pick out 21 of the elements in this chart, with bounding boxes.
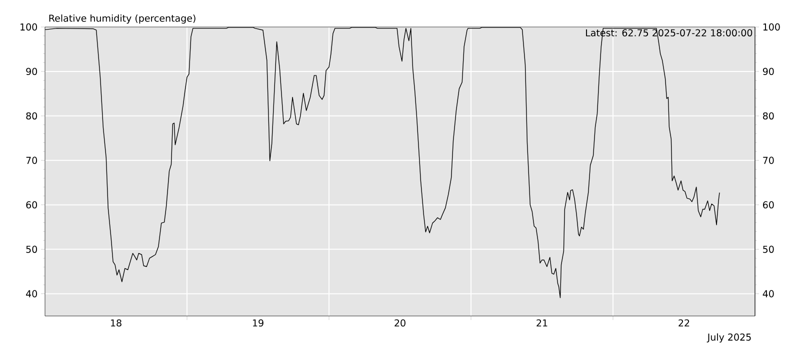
x-tick-label: 20 (394, 319, 406, 327)
x-tick-label: 22 (678, 319, 690, 326)
y-tick-label: 100 (20, 23, 38, 31)
y-tick-label: 70 (26, 156, 38, 164)
x-tick-label: 18 (111, 319, 122, 327)
y-tick-label: 80 (26, 112, 38, 120)
y2-tick-label: 90 (762, 68, 774, 76)
y-tick-label: 50 (26, 246, 38, 253)
y-axis-title: Relative humidity (percentage) (49, 14, 196, 24)
x-axis-title: July 2025 (706, 333, 751, 343)
y-tick-label: 60 (26, 201, 38, 208)
y2-tick-label: 70 (763, 156, 774, 164)
x-tick-label: 21 (536, 319, 548, 326)
x-tick-label: 19 (253, 319, 264, 327)
y2-tick-label: 60 (763, 201, 774, 208)
y-tick-label: 90 (26, 68, 38, 76)
y-tick-label: 40 (26, 290, 38, 298)
y2-tick-label: 40 (762, 290, 774, 298)
y2-tick-label: 50 (763, 246, 774, 253)
y2-tick-label: 100 (763, 23, 780, 31)
y2-tick-label: 80 (763, 112, 774, 120)
